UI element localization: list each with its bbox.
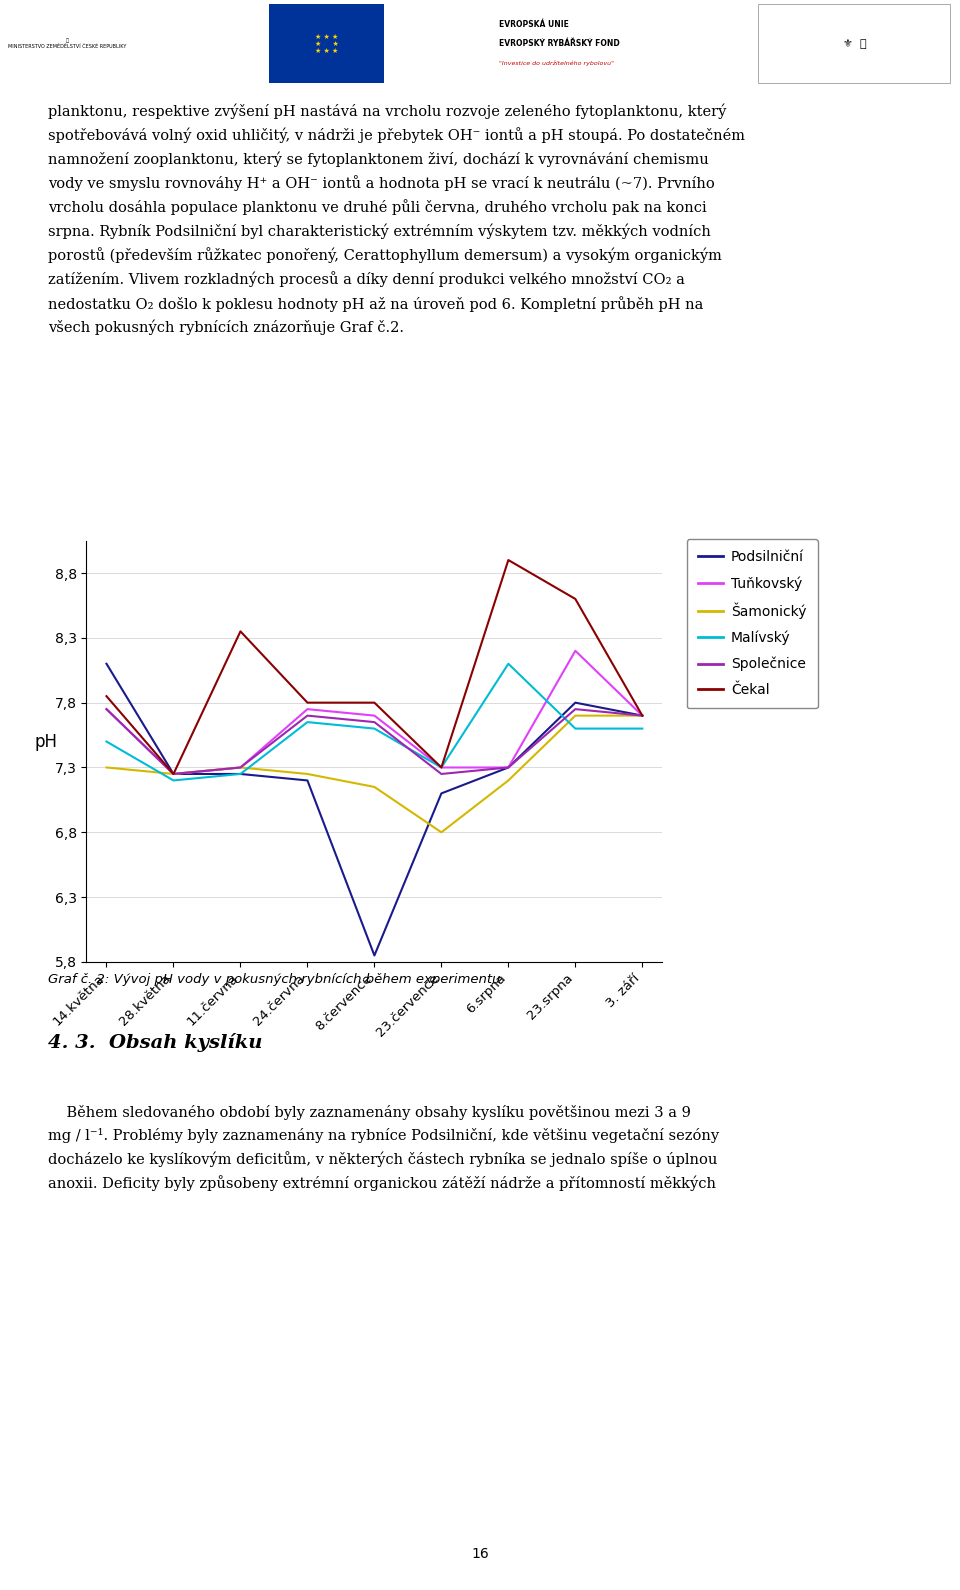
Text: Během sledovaného období byly zaznamenány obsahy kyslíku povětšinou mezi 3 a 9
m: Během sledovaného období byly zaznamenán… (48, 1105, 719, 1191)
FancyBboxPatch shape (10, 5, 125, 83)
Text: 16: 16 (471, 1547, 489, 1561)
Text: ⚜  🐟: ⚜ 🐟 (843, 38, 866, 49)
Text: EVROPSKÁ UNIE: EVROPSKÁ UNIE (499, 21, 569, 29)
Legend: Podsilniční, Tuňkovský, Šamonický, Malívský, Společnice, Čekal: Podsilniční, Tuňkovský, Šamonický, Malív… (686, 539, 818, 709)
Text: 4. 3.  Obsah kyslíku: 4. 3. Obsah kyslíku (48, 1034, 262, 1053)
FancyBboxPatch shape (758, 5, 950, 83)
Y-axis label: pH: pH (35, 733, 58, 750)
Text: EVROPSKÝ RYBÁŘSKÝ FOND: EVROPSKÝ RYBÁŘSKÝ FOND (499, 40, 620, 48)
Text: planktonu, respektive zvýšení pH nastává na vrcholu rozvoje zeleného fytoplankto: planktonu, respektive zvýšení pH nastává… (48, 103, 745, 335)
Text: ★ ★ ★
★     ★
★ ★ ★: ★ ★ ★ ★ ★ ★ ★ ★ (315, 33, 338, 54)
FancyBboxPatch shape (269, 5, 384, 83)
Text: "Investice do udržitelného rybolovu": "Investice do udržitelného rybolovu" (499, 60, 614, 65)
Text: Graf č. 2: Vývoj pH vody v pokusných rybnících během experimentu: Graf č. 2: Vývoj pH vody v pokusných ryb… (48, 973, 500, 986)
Text: 🌾
MINISTERSTVO ZEMĚDĚLSTVÍ ČESKÉ REPUBLIKY: 🌾 MINISTERSTVO ZEMĚDĚLSTVÍ ČESKÉ REPUBLI… (8, 38, 127, 49)
